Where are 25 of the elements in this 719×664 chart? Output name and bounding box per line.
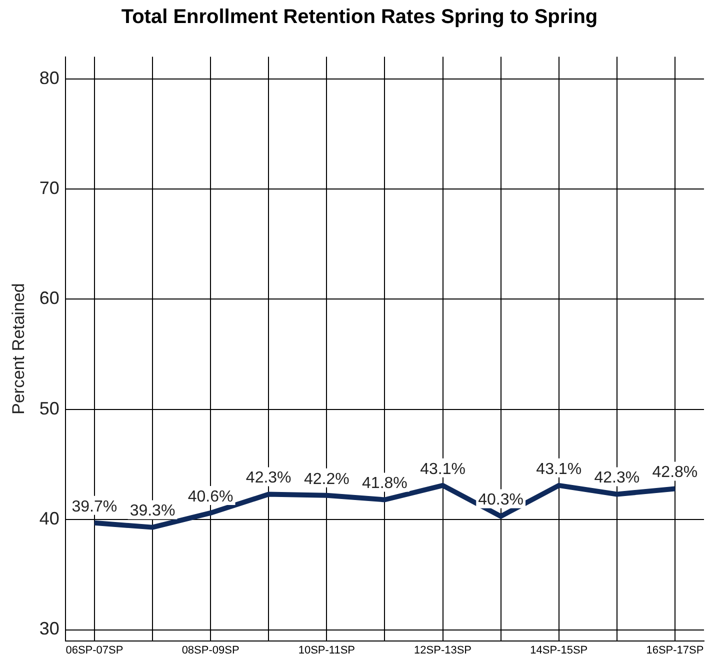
- x-tick-label: 14SP-15SP: [530, 644, 588, 656]
- x-tick-label: 16SP-17SP: [646, 644, 704, 656]
- y-tick-label: 70: [39, 178, 60, 198]
- data-label: 41.8%: [362, 475, 408, 492]
- x-tick-label: 12SP-13SP: [414, 644, 472, 656]
- x-tick-label: 08SP-09SP: [182, 644, 240, 656]
- y-tick-label: 60: [39, 288, 60, 308]
- y-tick-label: 40: [39, 508, 60, 529]
- y-tick-label: 50: [39, 398, 60, 418]
- x-tick-label: 06SP-07SP: [66, 644, 124, 656]
- data-label: 42.3%: [246, 470, 292, 487]
- data-label: 42.2%: [304, 470, 350, 488]
- data-label: 40.6%: [188, 488, 234, 506]
- x-tick-label: 10SP-11SP: [298, 644, 355, 656]
- y-axis-title: Percent Retained: [8, 283, 28, 414]
- y-tick-label: 80: [39, 68, 60, 88]
- data-label: 40.3%: [478, 492, 524, 509]
- data-label: 42.8%: [652, 464, 698, 482]
- y-tick-label: 30: [39, 618, 60, 639]
- data-label: 39.3%: [130, 502, 176, 520]
- data-label: 42.3%: [594, 470, 640, 487]
- data-label: 43.1%: [420, 460, 466, 478]
- data-label: 39.7%: [72, 498, 118, 516]
- chart-title: Total Enrollment Retention Rates Spring to Spring: [120, 6, 599, 29]
- data-label: 43.1%: [536, 460, 582, 478]
